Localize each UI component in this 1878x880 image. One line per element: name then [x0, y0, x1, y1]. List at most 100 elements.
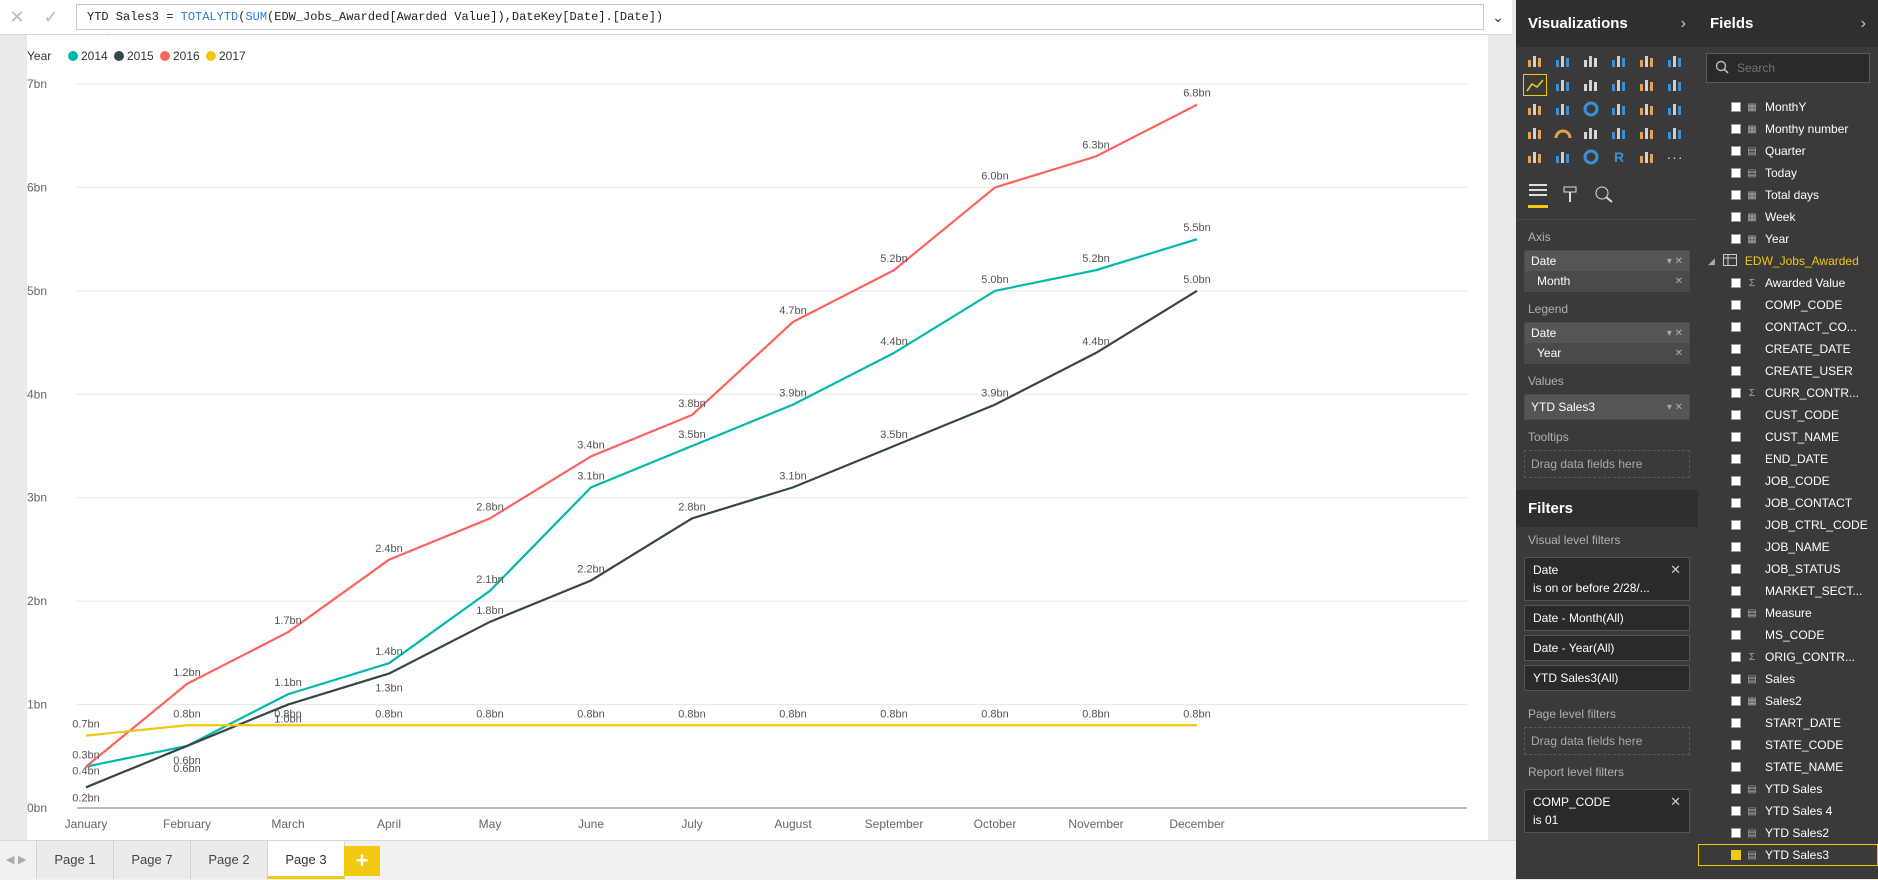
- pie-icon[interactable]: [1580, 99, 1602, 119]
- field-item[interactable]: CUST_NAME: [1698, 426, 1878, 448]
- checkbox[interactable]: [1731, 102, 1741, 112]
- checkbox[interactable]: [1731, 366, 1741, 376]
- field-item[interactable]: JOB_CONTACT: [1698, 492, 1878, 514]
- field-item[interactable]: ▤ YTD Sales: [1698, 778, 1878, 800]
- field-item[interactable]: Σ Awarded Value: [1698, 272, 1878, 294]
- tab-page-3[interactable]: Page 3: [267, 841, 345, 879]
- waterfall-icon[interactable]: [1524, 99, 1546, 119]
- legend-field[interactable]: Date ▾ ✕: [1525, 323, 1689, 343]
- analytics-icon[interactable]: [1594, 185, 1614, 206]
- field-item[interactable]: ▦ Sales2: [1698, 690, 1878, 712]
- tooltips-drop-zone[interactable]: Drag data fields here: [1524, 450, 1690, 478]
- gauge-icon[interactable]: [1552, 123, 1574, 143]
- close-icon[interactable]: ✕: [1674, 275, 1683, 287]
- checkbox[interactable]: [1731, 476, 1741, 486]
- checkbox[interactable]: [1731, 586, 1741, 596]
- checkbox[interactable]: [1731, 212, 1741, 222]
- close-icon[interactable]: ✕: [1670, 562, 1681, 577]
- fields-search[interactable]: [1706, 53, 1870, 83]
- year-filter-card[interactable]: Date - Year(All): [1524, 635, 1690, 661]
- field-item[interactable]: STATE_CODE: [1698, 734, 1878, 756]
- tab-page-2[interactable]: Page 2: [190, 841, 268, 879]
- field-item[interactable]: CONTACT_CO...: [1698, 316, 1878, 338]
- checkbox[interactable]: [1731, 564, 1741, 574]
- checkbox[interactable]: [1731, 234, 1741, 244]
- chevron-right-icon[interactable]: ›: [1680, 14, 1686, 32]
- map-icon[interactable]: [1636, 99, 1658, 119]
- field-item[interactable]: JOB_CODE: [1698, 470, 1878, 492]
- values-field[interactable]: YTD Sales3 ▾ ✕: [1525, 395, 1689, 419]
- donut-icon[interactable]: [1580, 147, 1602, 167]
- field-item[interactable]: ▦ Week: [1698, 206, 1878, 228]
- checkbox[interactable]: [1731, 806, 1741, 816]
- field-item[interactable]: ▤ Sales: [1698, 668, 1878, 690]
- checkbox[interactable]: [1731, 762, 1741, 772]
- axis-field[interactable]: Date ▾ ✕: [1525, 251, 1689, 271]
- commit-formula-button[interactable]: ✓: [43, 6, 59, 27]
- checkbox[interactable]: [1731, 498, 1741, 508]
- checkbox[interactable]: [1731, 674, 1741, 684]
- checkbox[interactable]: [1731, 432, 1741, 442]
- legend-well[interactable]: Date ▾ ✕ Year ✕: [1524, 322, 1690, 364]
- more-icon[interactable]: ···: [1666, 149, 1684, 165]
- legend-subfield[interactable]: Year ✕: [1525, 343, 1689, 363]
- r-visual-icon[interactable]: R: [1613, 149, 1625, 165]
- clustered-column-icon[interactable]: [1608, 51, 1630, 71]
- paint-roller-icon[interactable]: [1562, 185, 1580, 206]
- checkbox[interactable]: [1731, 608, 1741, 618]
- field-item[interactable]: ▤ Measure: [1698, 602, 1878, 624]
- filled-map-icon[interactable]: [1524, 147, 1546, 167]
- 100-column-icon[interactable]: [1664, 51, 1686, 71]
- field-item[interactable]: MS_CODE: [1698, 624, 1878, 646]
- axis-subfield[interactable]: Month ✕: [1525, 271, 1689, 291]
- axis-well[interactable]: Date ▾ ✕ Month ✕: [1524, 250, 1690, 292]
- month-filter-card[interactable]: Date - Month(All): [1524, 605, 1690, 631]
- matrix-icon[interactable]: [1636, 147, 1658, 167]
- tab-page-7[interactable]: Page 7: [113, 841, 191, 879]
- ytd-filter-card[interactable]: YTD Sales3(All): [1524, 665, 1690, 691]
- field-item[interactable]: END_DATE: [1698, 448, 1878, 470]
- checkbox[interactable]: [1731, 850, 1741, 860]
- treemap-icon[interactable]: [1608, 99, 1630, 119]
- checkbox[interactable]: [1731, 388, 1741, 398]
- cancel-formula-button[interactable]: ✕: [9, 6, 25, 27]
- checkbox[interactable]: [1731, 300, 1741, 310]
- fields-tab-icon[interactable]: [1528, 182, 1548, 208]
- line-column-icon[interactable]: [1608, 75, 1630, 95]
- checkbox[interactable]: [1731, 344, 1741, 354]
- field-item[interactable]: JOB_CTRL_CODE: [1698, 514, 1878, 536]
- legend-field-controls[interactable]: ▾ ✕: [1666, 327, 1683, 339]
- close-icon[interactable]: ✕: [1670, 794, 1681, 809]
- stacked-bar-icon[interactable]: [1524, 51, 1546, 71]
- checkbox[interactable]: [1731, 696, 1741, 706]
- field-item[interactable]: JOB_STATUS: [1698, 558, 1878, 580]
- field-item[interactable]: ▦ Total days: [1698, 184, 1878, 206]
- field-item[interactable]: START_DATE: [1698, 712, 1878, 734]
- field-item[interactable]: COMP_CODE: [1698, 294, 1878, 316]
- field-item[interactable]: STATE_NAME: [1698, 756, 1878, 778]
- chevron-right-icon[interactable]: ›: [1860, 14, 1866, 32]
- checkbox[interactable]: [1731, 630, 1741, 640]
- kpi-icon[interactable]: [1636, 123, 1658, 143]
- close-icon[interactable]: ✕: [1674, 347, 1683, 359]
- checkbox[interactable]: [1731, 124, 1741, 134]
- 100-bar-icon[interactable]: [1636, 51, 1658, 71]
- expand-icon[interactable]: ◢: [1708, 255, 1715, 266]
- tab-next-icon[interactable]: ▶: [18, 854, 27, 866]
- field-item[interactable]: CREATE_USER: [1698, 360, 1878, 382]
- formula-input[interactable]: YTD Sales3 = TOTALYTD(SUM (EDW_Jobs_Award…: [76, 4, 1484, 30]
- field-item[interactable]: ▦ Year: [1698, 228, 1878, 250]
- checkbox[interactable]: [1731, 652, 1741, 662]
- checkbox[interactable]: [1731, 740, 1741, 750]
- checkbox[interactable]: [1731, 828, 1741, 838]
- stacked-column-icon[interactable]: [1552, 51, 1574, 71]
- slicer-icon[interactable]: [1664, 123, 1686, 143]
- stacked-area-icon[interactable]: [1580, 75, 1602, 95]
- field-item[interactable]: Σ ORIG_CONTR...: [1698, 646, 1878, 668]
- add-page-button[interactable]: +: [344, 846, 380, 876]
- field-item[interactable]: ▤ Quarter: [1698, 140, 1878, 162]
- tab-page-1[interactable]: Page 1: [36, 841, 114, 879]
- date-filter-card[interactable]: Date is on or before 2/28/... ✕: [1524, 557, 1690, 601]
- funnel-icon[interactable]: [1524, 123, 1546, 143]
- clustered-bar-icon[interactable]: [1580, 51, 1602, 71]
